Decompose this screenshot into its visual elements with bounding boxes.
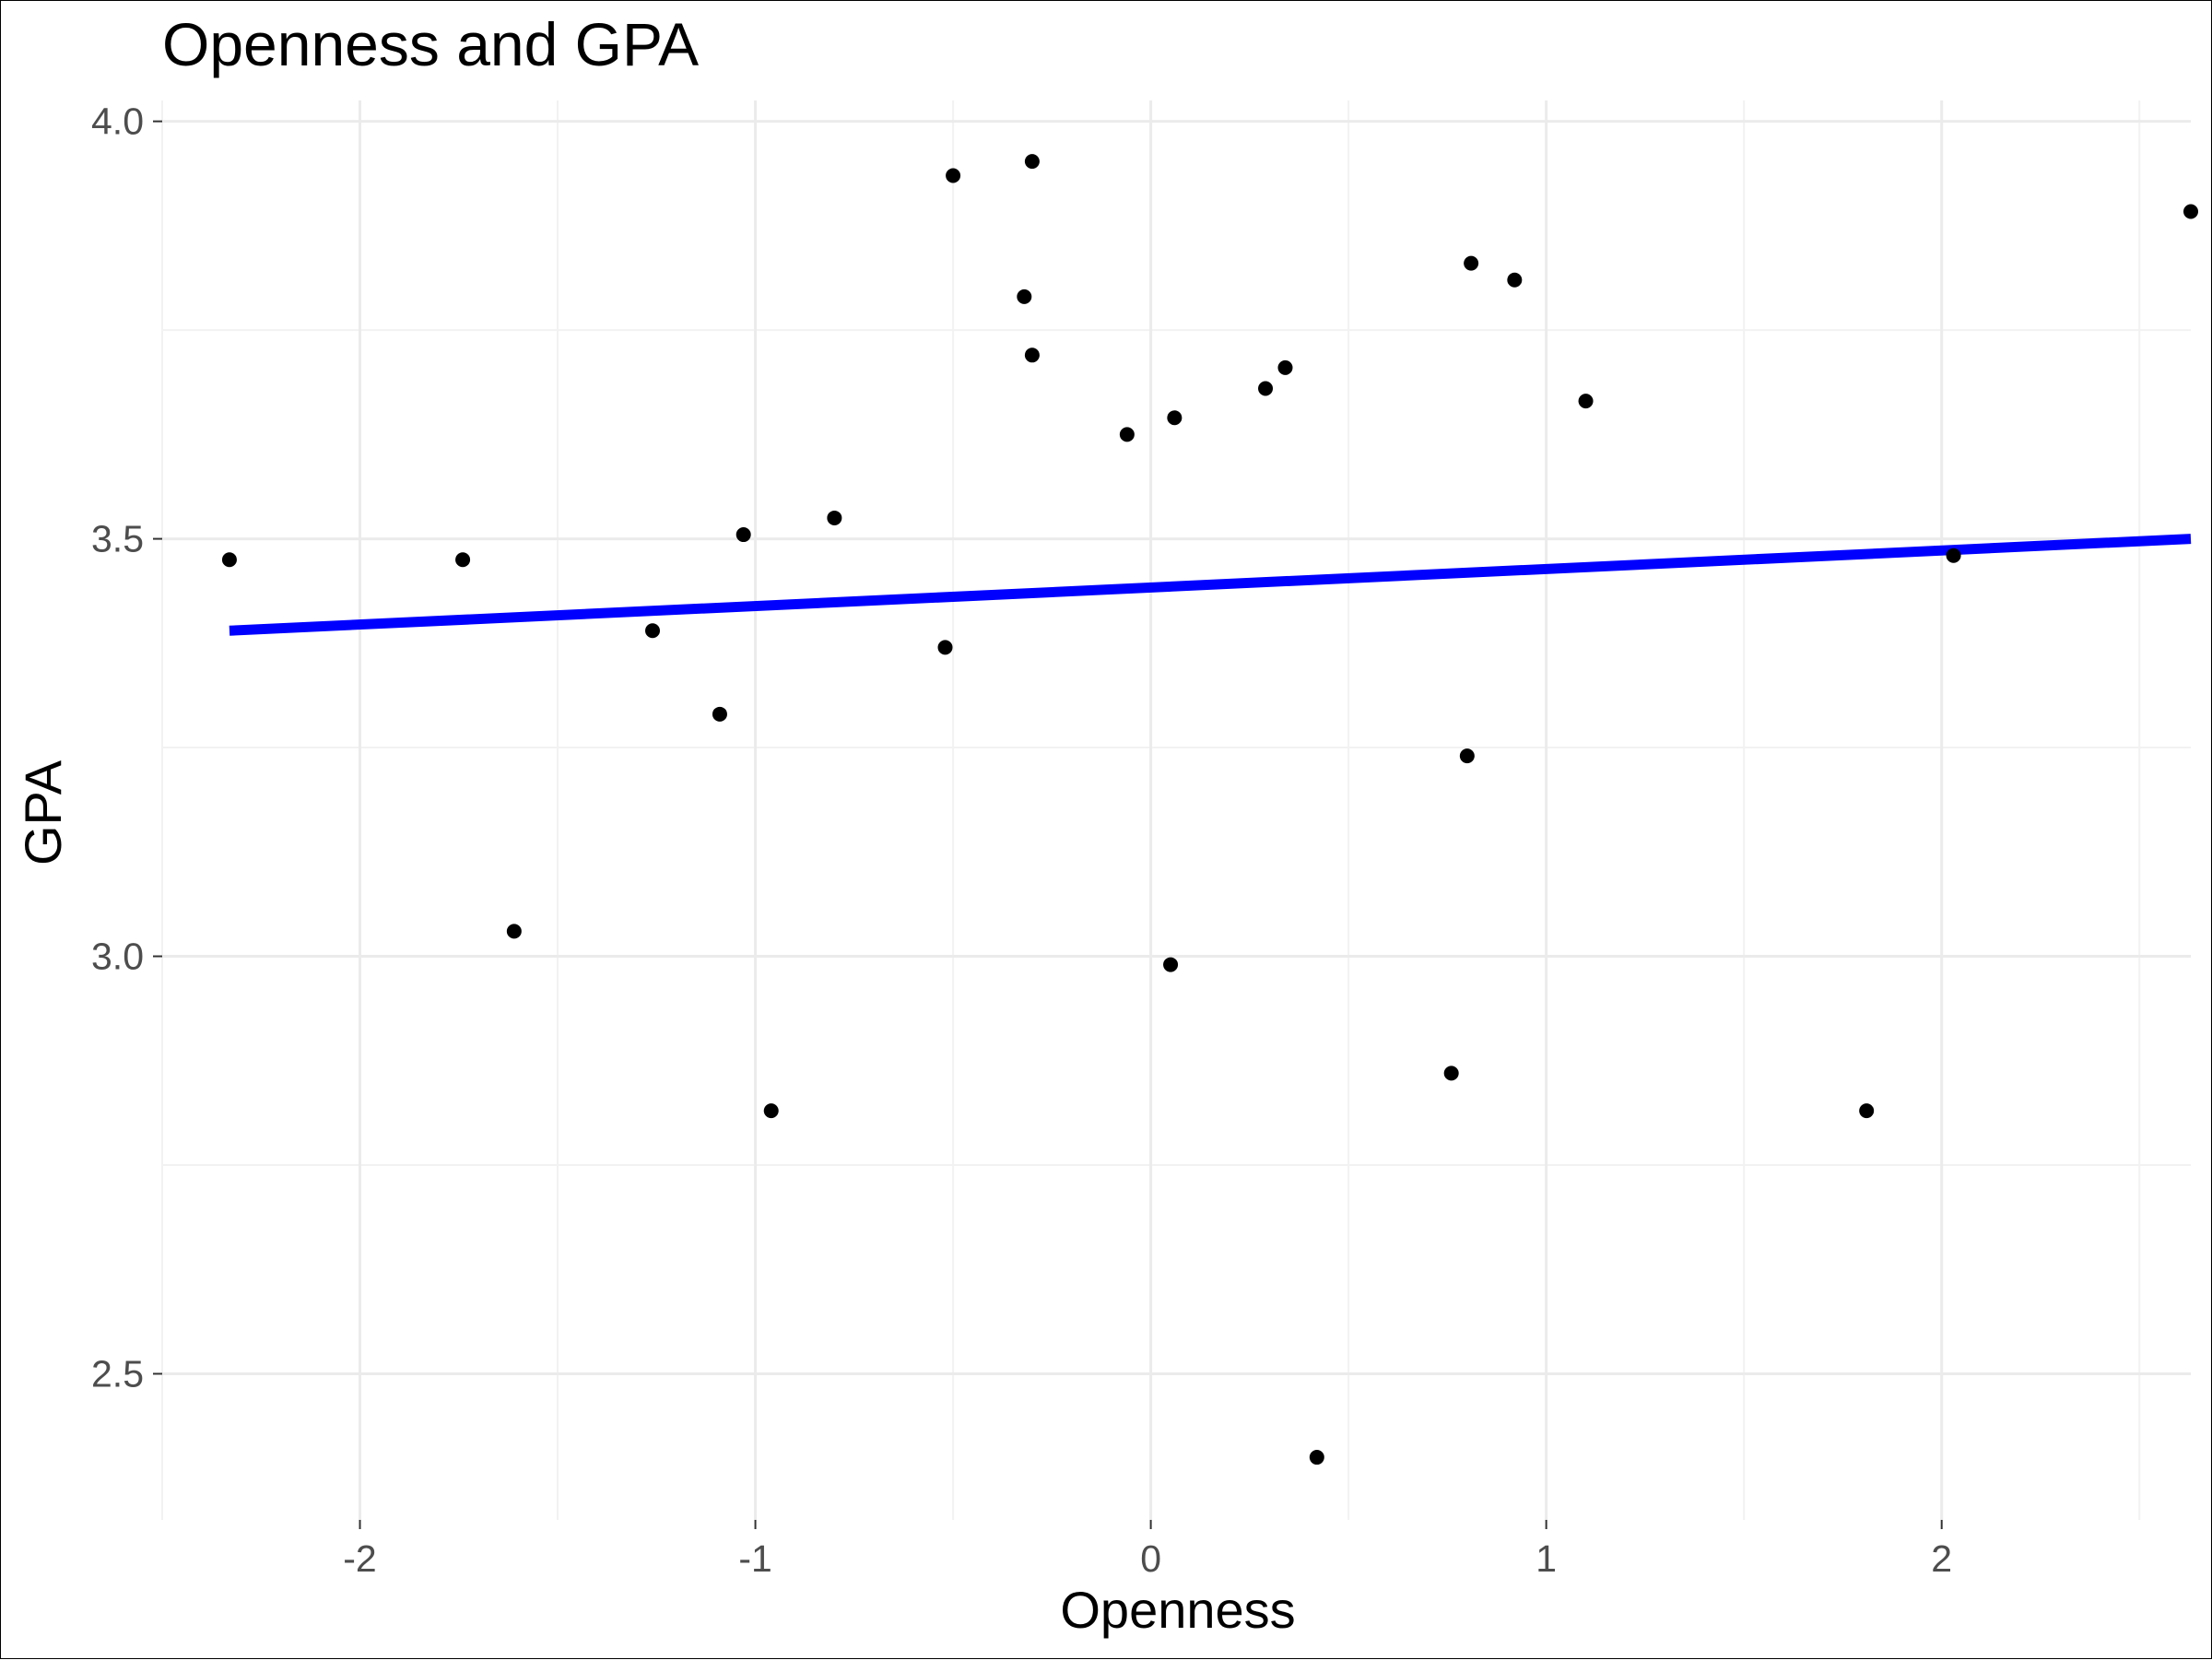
x-tick-label: -1 xyxy=(738,1537,771,1580)
data-point xyxy=(506,924,522,939)
data-point xyxy=(763,1103,779,1119)
data-point xyxy=(1507,272,1523,288)
data-point xyxy=(221,552,237,568)
data-point xyxy=(712,706,727,722)
x-tick-label: 2 xyxy=(1931,1537,1952,1580)
y-axis-title: GPA xyxy=(14,759,72,865)
y-tick-label: 3.0 xyxy=(91,936,144,978)
data-point xyxy=(1578,394,1594,409)
x-tick-label: 0 xyxy=(1140,1537,1161,1580)
data-point xyxy=(1119,427,1135,442)
data-point xyxy=(1024,347,1040,363)
x-tick-label: 1 xyxy=(1535,1537,1557,1580)
fit-line-layer xyxy=(229,534,2192,636)
data-point xyxy=(1459,748,1475,764)
data-point xyxy=(827,510,842,525)
y-tick-label: 2.5 xyxy=(91,1352,144,1395)
data-point xyxy=(946,168,961,183)
major-gridlines xyxy=(162,100,2191,1520)
data-point xyxy=(1258,381,1274,396)
data-point xyxy=(1309,1450,1324,1466)
regression-line xyxy=(229,534,2192,636)
data-point xyxy=(1277,359,1293,375)
data-point xyxy=(2183,204,2198,219)
data-point xyxy=(1163,957,1179,972)
data-point xyxy=(455,552,471,568)
minor-gridlines xyxy=(161,100,2191,1520)
data-point xyxy=(645,623,661,639)
data-point xyxy=(1024,154,1040,170)
x-axis-title: Openness xyxy=(1060,1581,1295,1639)
data-points xyxy=(221,154,2198,1466)
y-tick-label: 4.0 xyxy=(91,100,144,143)
data-point xyxy=(1017,288,1032,304)
data-point xyxy=(735,527,751,543)
data-point xyxy=(1443,1065,1459,1081)
data-point xyxy=(1859,1103,1875,1119)
data-point xyxy=(937,640,953,655)
y-axis-ticks: 2.5 3.0 3.5 4.0 xyxy=(91,100,162,1395)
data-point xyxy=(1167,410,1182,426)
data-point xyxy=(1946,547,1961,563)
y-tick-label: 3.5 xyxy=(91,518,144,560)
data-point xyxy=(1464,255,1479,271)
x-axis-ticks: -2 -1 0 1 2 xyxy=(343,1520,1952,1580)
chart-title: Openness and GPA xyxy=(162,10,699,78)
x-tick-label: -2 xyxy=(343,1537,376,1580)
